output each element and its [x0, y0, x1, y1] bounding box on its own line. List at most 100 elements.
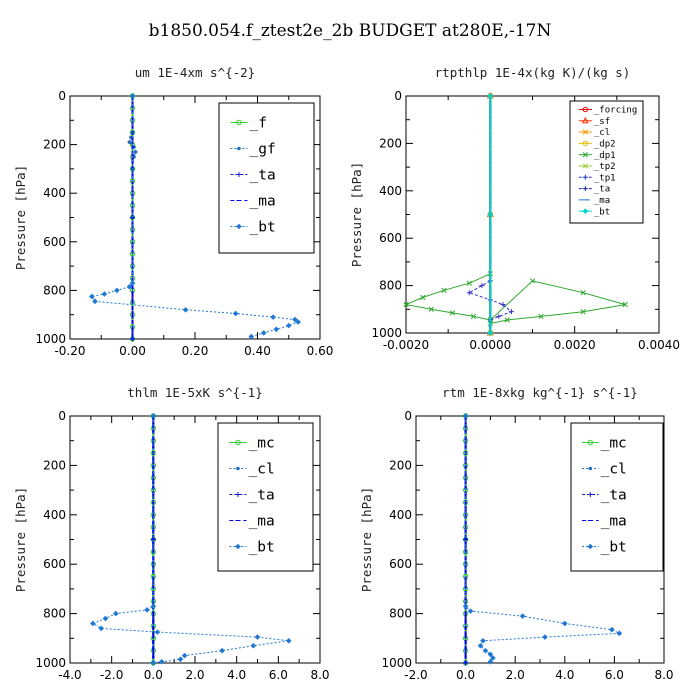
data-point: [462, 450, 469, 456]
data-point: [542, 634, 548, 640]
data-point: [449, 310, 456, 316]
y-axis-label: Pressure [hPa]: [13, 487, 28, 592]
y-tick-label: 400: [389, 508, 412, 522]
data-point: [273, 326, 280, 333]
y-tick-label: 200: [379, 136, 402, 150]
x-tick-label: 6.0: [605, 668, 624, 682]
data-point: [562, 620, 568, 627]
panel-title: rtpthlp 1E-4x(kg K)/(kg s): [435, 65, 631, 80]
data-point: [428, 306, 434, 312]
figure-title: b1850.054.f_ztest2e_2b BUDGET at280E,-17…: [148, 21, 552, 41]
x-tick-label: -2.0: [100, 668, 123, 682]
legend-label: _bt: [250, 220, 276, 236]
data-point: [285, 637, 292, 644]
data-point: [519, 613, 526, 619]
legend-marker: [582, 106, 589, 113]
x-tick-label: 8.0: [654, 668, 673, 682]
legend-label: _ta: [594, 185, 610, 195]
legend-label: _dp2: [594, 140, 616, 150]
legend: _forcing_sf_cl _dp2_dp1_tp2_tp1 _ta_ma_bt: [569, 100, 644, 224]
legend-marker: [587, 439, 594, 446]
y-tick-label: 600: [389, 557, 412, 571]
data-point: [529, 278, 536, 284]
data-point: [480, 637, 486, 644]
y-tick-label: 800: [43, 283, 66, 297]
legend: _mc _cl _ta _ma _bt: [570, 422, 664, 572]
series-line: [465, 416, 622, 663]
y-tick-label: 400: [379, 184, 402, 198]
data-point: [260, 330, 267, 336]
data-point: [254, 634, 261, 640]
legend-label: _mc: [601, 436, 627, 452]
data-point: [150, 450, 157, 456]
legend-marker: [582, 208, 589, 214]
y-tick-label: 400: [43, 508, 66, 522]
legend-label: _cl: [249, 462, 275, 478]
x-tick-label: 8.0: [310, 668, 329, 682]
legend-marker: [587, 543, 594, 550]
panel-rtm: rtm 1E-8xkg kg^{-1} s^{-1} Pressure [hPa]…: [359, 385, 674, 682]
legend: _mc _cl _ta _ma _bt: [217, 422, 314, 572]
x-tick-label: 6.0: [269, 668, 288, 682]
data-point: [89, 293, 95, 300]
legend-label: _bt: [601, 540, 627, 556]
data-point: [487, 330, 494, 336]
panel-title: rtm 1E-8xkg kg^{-1} s^{-1}: [442, 385, 638, 400]
y-tick-label: 600: [43, 235, 66, 249]
data-point: [127, 140, 132, 144]
data-point: [150, 603, 157, 609]
legend-label: _gf: [250, 142, 276, 158]
legend-label: _bt: [249, 540, 275, 556]
y-axis-label: Pressure [hPa]: [13, 165, 28, 270]
x-tick-label: -0.20: [54, 344, 85, 358]
data-point: [113, 610, 119, 617]
y-tick-label: 400: [43, 186, 66, 200]
legend-label: _ma: [601, 514, 627, 530]
legend-label: _ta: [249, 488, 275, 504]
data-point: [98, 625, 105, 632]
data-point: [177, 656, 184, 663]
y-tick-label: 0: [58, 409, 66, 423]
y-axis-label: Pressure [hPa]: [359, 487, 374, 592]
legend-label: _ma: [249, 514, 275, 530]
data-point: [466, 290, 472, 296]
data-point: [470, 313, 477, 320]
legend-marker: [588, 466, 593, 471]
panel-title: thlm 1E-5xK s^{-1}: [127, 385, 262, 400]
data-point: [129, 280, 136, 286]
x-tick-label: -0.0020: [383, 338, 429, 352]
legend-label: _cl: [601, 462, 627, 478]
y-axis-label: Pressure [hPa]: [349, 162, 364, 267]
legend-label: _forcing: [594, 106, 637, 116]
data-point: [490, 655, 496, 661]
data-point: [150, 660, 157, 666]
legend-marker: [582, 163, 588, 169]
data-point: [420, 294, 426, 301]
data-point: [580, 309, 586, 315]
data-point: [158, 658, 165, 665]
data-point: [250, 642, 257, 649]
legend-label: _f: [250, 116, 267, 132]
legend-marker: [236, 119, 242, 126]
y-tick-label: 200: [43, 458, 66, 472]
y-tick-label: 0: [394, 89, 402, 103]
y-tick-label: 1000: [35, 332, 66, 346]
legend-label: _tp2: [594, 162, 616, 172]
data-point: [133, 150, 138, 154]
data-point: [496, 313, 502, 319]
x-tick-label: 0.20: [182, 344, 209, 358]
y-tick-label: 1000: [381, 656, 412, 670]
data-point: [182, 307, 189, 313]
data-point: [477, 642, 484, 649]
panel-rtpthlp: rtpthlp 1E-4x(kg K)/(kg s) Pressure [hPa]…: [349, 65, 680, 352]
data-point: [616, 630, 623, 637]
data-point: [219, 647, 225, 654]
data-point: [487, 651, 494, 658]
data-point: [462, 413, 469, 419]
legend-marker: [587, 492, 593, 497]
legend-label: _dp1: [594, 151, 616, 161]
data-point: [479, 283, 485, 289]
x-tick-label: 0.0040: [638, 338, 680, 352]
x-tick-label: 0.0: [456, 668, 475, 682]
